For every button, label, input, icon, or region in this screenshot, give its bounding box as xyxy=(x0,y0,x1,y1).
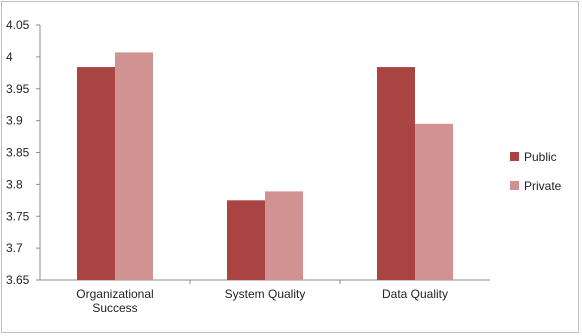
x-category-label: Organizational Success xyxy=(76,287,153,315)
y-tick-label: 3.95 xyxy=(6,82,30,96)
bars xyxy=(77,52,453,280)
x-axis-categories: Organizational Success System Quality Data … xyxy=(76,280,448,315)
bar-private xyxy=(115,52,153,280)
y-tick-label: 4.05 xyxy=(6,18,30,32)
legend-label-private: Private xyxy=(524,179,562,193)
y-tick-label: 3.9 xyxy=(6,114,23,128)
bar-public xyxy=(227,200,265,280)
bar-public xyxy=(377,67,415,280)
y-axis-ticks: 4.05 4 3.95 3.9 3.85 3.8 3.75 3.7 3.65 xyxy=(6,18,40,287)
y-tick-label: 3.7 xyxy=(6,241,23,255)
x-category-label: Data Quality xyxy=(382,287,448,301)
legend-label-public: Public xyxy=(524,150,557,164)
y-tick-label: 3.75 xyxy=(6,209,30,223)
legend: Public Private xyxy=(510,150,562,193)
bar-private xyxy=(265,191,303,280)
x-category-label: System Quality xyxy=(225,287,306,301)
bar-private xyxy=(415,123,453,280)
legend-swatch-private xyxy=(510,181,519,190)
y-tick-label: 3.85 xyxy=(6,146,30,160)
legend-swatch-public xyxy=(510,152,519,161)
y-tick-label: 4 xyxy=(6,50,13,64)
y-tick-label: 3.8 xyxy=(6,177,23,191)
y-tick-label: 3.65 xyxy=(6,273,30,287)
bar-public xyxy=(77,67,115,280)
